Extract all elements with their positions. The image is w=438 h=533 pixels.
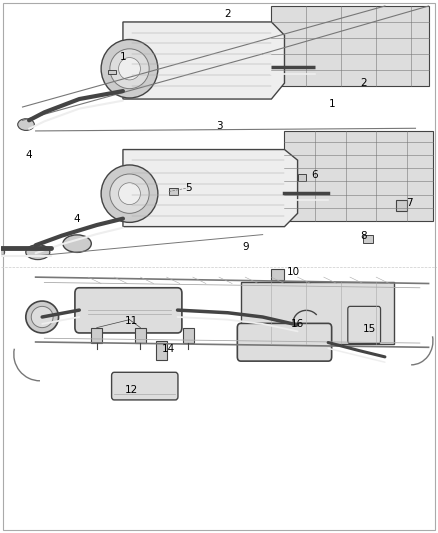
Bar: [108, 70, 116, 74]
Text: 4: 4: [26, 150, 32, 160]
Text: 12: 12: [125, 385, 138, 395]
Polygon shape: [272, 6, 428, 86]
Text: 3: 3: [215, 120, 223, 131]
Text: 14: 14: [162, 344, 175, 354]
Polygon shape: [285, 131, 433, 221]
Text: 1: 1: [120, 52, 126, 61]
Bar: [272, 269, 285, 280]
Ellipse shape: [26, 245, 50, 260]
Text: 2: 2: [224, 9, 231, 19]
Bar: [169, 188, 178, 195]
Text: 5: 5: [185, 183, 192, 193]
Text: 2: 2: [360, 78, 367, 88]
Ellipse shape: [101, 165, 158, 222]
Polygon shape: [123, 22, 285, 99]
FancyBboxPatch shape: [237, 324, 332, 361]
Ellipse shape: [18, 119, 34, 131]
Text: 11: 11: [125, 316, 138, 326]
FancyBboxPatch shape: [348, 306, 381, 344]
Bar: [91, 328, 102, 343]
Bar: [363, 235, 373, 243]
Ellipse shape: [0, 248, 5, 256]
Ellipse shape: [26, 301, 59, 333]
Bar: [241, 282, 394, 344]
Ellipse shape: [119, 58, 141, 80]
Text: 6: 6: [312, 170, 318, 180]
Text: 16: 16: [291, 319, 304, 329]
Bar: [155, 341, 166, 360]
Text: 7: 7: [406, 198, 412, 208]
Text: 8: 8: [360, 231, 367, 241]
Ellipse shape: [119, 183, 141, 205]
Bar: [396, 200, 407, 211]
Bar: [297, 174, 306, 181]
Ellipse shape: [63, 235, 91, 253]
Ellipse shape: [110, 49, 149, 88]
Ellipse shape: [31, 306, 53, 328]
Text: 9: 9: [242, 243, 248, 252]
Text: 4: 4: [74, 214, 81, 224]
Text: 10: 10: [286, 267, 300, 277]
Bar: [183, 328, 194, 343]
FancyBboxPatch shape: [75, 288, 182, 333]
FancyBboxPatch shape: [112, 372, 178, 400]
Text: 15: 15: [363, 324, 376, 334]
Polygon shape: [123, 150, 297, 227]
Ellipse shape: [110, 174, 149, 213]
Bar: [135, 328, 146, 343]
Ellipse shape: [101, 39, 158, 98]
Text: 1: 1: [329, 99, 336, 109]
